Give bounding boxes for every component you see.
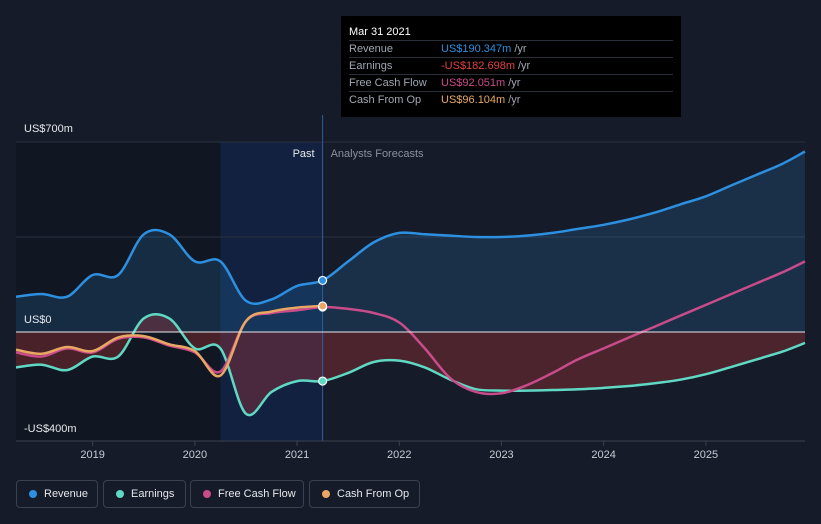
tooltip-label: Cash From Op <box>349 94 422 106</box>
cash-from-op-line <box>15 304 323 378</box>
legend-earnings-button[interactable]: Earnings <box>103 480 186 508</box>
legend-label: Revenue <box>44 488 89 500</box>
legend-revenue-button[interactable]: Revenue <box>16 480 98 508</box>
forecast-label: Analysts Forecasts <box>331 148 424 160</box>
tooltip: Mar 31 2021 Revenue US$190.347m/yr Earni… <box>341 16 681 117</box>
free-cash-flow-line <box>15 260 806 396</box>
earnings-line <box>15 312 806 417</box>
free-cash-flow-dot-icon <box>203 490 211 498</box>
x-tick-label: 2019 <box>80 449 104 461</box>
tooltip-unit: /yr <box>508 94 521 106</box>
x-tick-label: 2024 <box>591 449 615 461</box>
tooltip-label: Earnings <box>349 60 393 72</box>
tooltip-row-free-cash-flow: Free Cash Flow US$92.051m/yr <box>349 74 673 91</box>
x-tick-label: 2023 <box>489 449 513 461</box>
legend-label: Earnings <box>131 488 175 500</box>
x-tick-label: 2021 <box>285 449 309 461</box>
financial-chart: Past Analysts Forecasts 2019 2020 2021 2022… <box>15 115 806 461</box>
tooltip-value: US$190.347m <box>441 43 512 55</box>
y-tick-zero: US$0 <box>24 314 52 326</box>
tooltip-unit: /yr <box>514 43 527 55</box>
tooltip-value: US$96.104m <box>441 94 506 106</box>
revenue-dot-icon <box>29 490 37 498</box>
x-tick-label: 2022 <box>387 449 411 461</box>
legend-cash-from-op-button[interactable]: Cash From Op <box>309 480 420 508</box>
legend-label: Free Cash Flow <box>218 488 296 500</box>
tooltip-row-cash-from-op: Cash From Op US$96.104m/yr <box>349 91 673 108</box>
tooltip-date: Mar 31 2021 <box>349 26 411 38</box>
y-tick-bottom: -US$400m <box>24 423 77 435</box>
tooltip-label: Revenue <box>349 43 394 55</box>
revenue-area <box>16 151 805 332</box>
legend-free-cash-flow-button[interactable]: Free Cash Flow <box>190 480 304 508</box>
legend-label: Cash From Op <box>337 488 410 500</box>
tooltip-label: Free Cash Flow <box>349 77 427 89</box>
y-tick-top: US$700m <box>24 123 73 135</box>
x-tick-label: 2020 <box>183 449 207 461</box>
revenue-marker <box>318 275 328 286</box>
x-tick-label: 2025 <box>694 449 718 461</box>
tooltip-unit: /yr <box>518 60 531 72</box>
revenue-line <box>15 150 806 306</box>
earnings-area <box>16 314 805 416</box>
tooltip-value: -US$182.698m <box>441 60 515 72</box>
cash-from-op-dot-icon <box>322 490 330 498</box>
tooltip-unit: /yr <box>508 77 521 89</box>
cash-from-op-marker <box>318 301 328 311</box>
tooltip-value: US$92.051m <box>441 77 506 89</box>
tooltip-row-earnings: Earnings -US$182.698m/yr <box>349 57 673 74</box>
earnings-dot-icon <box>116 490 124 498</box>
earnings-marker <box>318 376 328 386</box>
tooltip-row-revenue: Revenue US$190.347m/yr <box>349 40 673 57</box>
past-label: Past <box>293 148 315 160</box>
